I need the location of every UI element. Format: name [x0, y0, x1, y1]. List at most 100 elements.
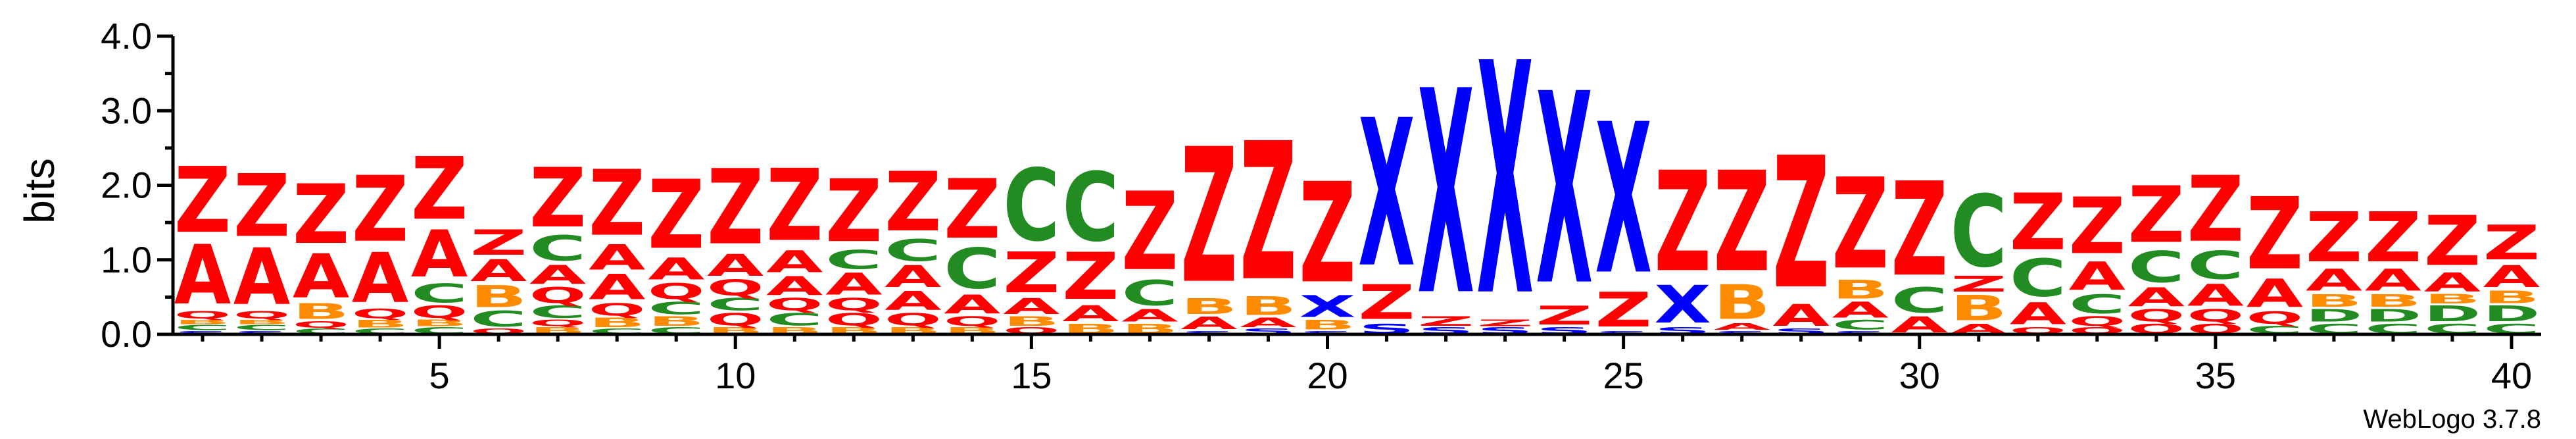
logo-letter-pos26-X-1: X	[1654, 274, 1711, 335]
logo-letter-pos22-X-2: X	[1417, 32, 1474, 357]
logo-letter-pos15-A-2: A	[1003, 294, 1060, 319]
x-tick-label: 25	[1603, 355, 1643, 396]
logo-letter-pos32-C-2: C	[2010, 248, 2066, 309]
logo-letter-pos19-B-2: B	[1240, 291, 1296, 321]
logo-letter-pos13-A-2: A	[885, 286, 942, 316]
logo-letter-pos7-Z-6: Z	[529, 151, 586, 246]
logo-letter-pos38-A-3: A	[2365, 263, 2421, 298]
logo-letter-pos6-C-1: C	[470, 307, 527, 332]
logo-letter-pos18-S-0: S	[1180, 330, 1237, 335]
logo-letter-pos2-B-2: B	[233, 319, 290, 326]
logo-letter-pos38-D-1: D	[2365, 306, 2421, 326]
logo-letter-pos11-Q-2: Q	[766, 294, 823, 315]
logo-letter-pos19-Z-3: Z	[1240, 103, 1296, 323]
logo-letter-pos12-Q-2: Q	[825, 294, 882, 315]
logo-letter-pos37-A-3: A	[2306, 263, 2362, 298]
logo-letter-pos31-C-3: C	[1951, 174, 2007, 290]
logo-letter-pos34-Q-1: Q	[2128, 305, 2185, 326]
x-tick-label: 10	[715, 355, 756, 396]
y-tick-label: 0.0	[101, 313, 152, 355]
logo-letter-pos17-C-2: C	[1121, 274, 1178, 314]
logo-letter-pos28-Z-2: Z	[1772, 118, 1829, 329]
logo-letter-pos39-D-1: D	[2424, 301, 2481, 326]
logo-letter-pos26-Z-2: Z	[1654, 143, 1711, 303]
logo-letter-pos6-A-3: A	[470, 253, 527, 288]
logo-letter-pos7-Q-1: Q	[529, 319, 586, 328]
logo-letter-pos37-Z-4: Z	[2306, 198, 2362, 278]
logo-letter-pos14-Z-4: Z	[944, 162, 1000, 257]
logo-letter-pos18-Z-3: Z	[1180, 109, 1237, 324]
logo-letter-pos13-C-4: C	[885, 233, 941, 268]
logo-letter-pos5-A-4: A	[411, 217, 468, 292]
logo-letter-pos20-X-2: X	[1299, 290, 1355, 324]
x-tick-label: 5	[429, 355, 450, 396]
logo-letter-pos8-B-1: B	[589, 315, 645, 330]
y-tick-label: 3.0	[101, 90, 152, 131]
logo-letter-pos16-B-0: B	[1062, 321, 1119, 336]
logo-letter-pos10-C-2: C	[707, 295, 764, 315]
logo-letter-pos1-B-2: B	[174, 319, 231, 326]
logo-letter-pos35-Q-0: Q	[2187, 321, 2244, 336]
logo-letter-pos15-C-4: C	[1003, 148, 1059, 263]
logo-letter-pos10-Q-1: Q	[707, 309, 764, 330]
logo-letter-pos33-Q-1: Q	[2069, 314, 2126, 329]
logo-letter-pos37-B-2: B	[2306, 291, 2362, 311]
logo-letter-pos11-C-1: C	[766, 309, 823, 329]
logo-letter-pos3-B-2: B	[293, 299, 349, 324]
logo-letter-pos12-A-3: A	[825, 267, 882, 302]
logo-letter-pos36-Z-3: Z	[2247, 177, 2303, 292]
logo-letter-pos32-Z-3: Z	[2010, 177, 2066, 267]
logo-letter-pos40-B-2: B	[2483, 288, 2540, 307]
logo-letter-pos16-C-3: C	[1062, 153, 1119, 263]
logo-letter-pos9-A-4: A	[648, 252, 704, 287]
logo-letter-pos29-A-2: A	[1832, 298, 1889, 323]
logo-letter-pos10-A-4: A	[707, 248, 764, 283]
logo-letter-pos5-B-1: B	[411, 319, 468, 328]
logo-letter-pos38-B-2: B	[2365, 291, 2421, 311]
logo-letter-pos9-Q-3: Q	[648, 279, 704, 304]
logo-letter-pos33-Z-4: Z	[2069, 181, 2126, 271]
logo-letter-pos19-A-1: A	[1240, 315, 1296, 330]
logo-letter-pos1-Q-3: Q	[174, 309, 231, 321]
logo-letter-pos2-Q-3: Q	[233, 309, 290, 321]
logo-letter-pos31-B-1: B	[1951, 288, 2007, 328]
logo-letter-pos23-Z-1: Z	[1476, 318, 1533, 328]
logo-letter-pos18-B-2: B	[1180, 294, 1237, 319]
logo-letter-pos27-Z-3: Z	[1713, 143, 1770, 303]
logo-letter-pos38-C-0: C	[2365, 321, 2421, 336]
logo-letter-pos13-A-3: A	[885, 259, 941, 294]
logo-letter-pos11-A-4: A	[766, 245, 823, 280]
logo-letter-pos40-D-1: D	[2483, 301, 2540, 326]
logo-letter-pos24-Z-1: Z	[1536, 301, 1592, 331]
logo-letter-pos27-A-1: A	[1713, 322, 1770, 332]
logo-letter-pos8-A-3: A	[589, 267, 646, 307]
logo-letters-layer: SCBQAZSCBQAZCQBAZCBQAZCBQCAZQCBAZBQCQACZ…	[174, 0, 2540, 367]
logo-letter-pos27-S-0: S	[1713, 330, 1770, 335]
logo-letter-pos36-A-2: A	[2247, 272, 2303, 317]
logo-letter-pos21-S-0: S	[1358, 321, 1415, 336]
logo-letter-pos29-B-3: B	[1832, 275, 1889, 305]
x-ticks: 5 10 15 20 25 30 35 40	[201, 334, 2532, 396]
logo-letter-pos21-X-2: X	[1358, 76, 1415, 313]
logo-letter-pos6-Z-4: Z	[470, 222, 527, 263]
logo-letter-pos36-Q-1: Q	[2247, 308, 2303, 328]
logo-letter-pos20-Z-3: Z	[1299, 154, 1355, 314]
logo-letter-pos3-Q-1: Q	[293, 320, 349, 330]
y-axis-label: bits	[16, 158, 63, 224]
logo-letter-pos9-Z-5: Z	[648, 161, 704, 271]
logo-letter-pos4-Q-2: Q	[352, 307, 408, 322]
logo-letter-pos37-D-1: D	[2306, 306, 2362, 326]
x-tick-label: 15	[1011, 355, 1052, 396]
logo-letter-pos20-S-0: S	[1299, 330, 1355, 335]
logo-letter-pos35-Z-4: Z	[2187, 158, 2244, 263]
logo-letter-pos17-A-1: A	[1121, 306, 1179, 326]
logo-letter-pos10-Q-3: Q	[707, 275, 764, 300]
logo-letter-pos13-Z-5: Z	[885, 155, 941, 250]
logo-letter-pos8-A-4: A	[589, 238, 646, 278]
logo-letter-pos29-C-1: C	[1832, 317, 1889, 332]
logo-letter-pos7-Q-3: Q	[529, 283, 586, 308]
logo-letter-pos5-C-3: C	[411, 278, 468, 309]
logo-letter-pos40-A-3: A	[2483, 259, 2540, 294]
y-tick-label: 4.0	[101, 15, 152, 57]
logo-letter-pos4-Z-4: Z	[352, 158, 408, 263]
